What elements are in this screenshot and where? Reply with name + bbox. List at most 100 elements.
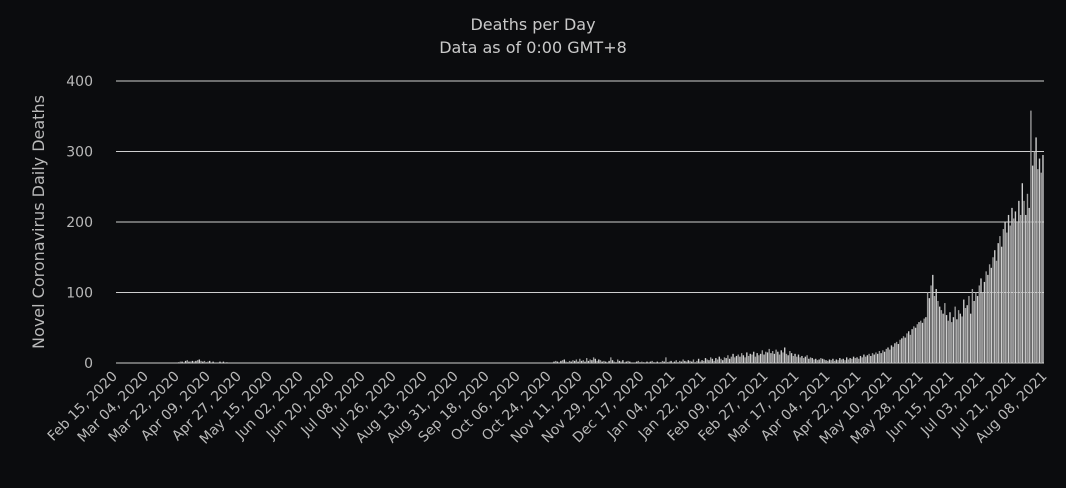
bar	[863, 354, 865, 363]
bar	[635, 361, 638, 363]
bar	[203, 360, 206, 363]
bar	[975, 292, 977, 363]
bar	[846, 357, 848, 363]
bar	[611, 360, 614, 363]
bar	[983, 281, 986, 363]
bar	[642, 362, 645, 363]
bar	[765, 351, 767, 363]
bar	[732, 353, 734, 363]
bar	[830, 360, 832, 363]
bar	[219, 361, 221, 363]
bar	[685, 361, 688, 363]
bar	[828, 359, 831, 363]
bar	[744, 357, 746, 363]
bar	[649, 361, 652, 363]
bar	[553, 361, 555, 363]
bar	[889, 349, 891, 363]
bar	[575, 359, 578, 363]
bar	[876, 353, 879, 363]
bar	[926, 292, 929, 363]
bar	[787, 355, 789, 363]
bar	[212, 361, 214, 363]
bar	[582, 360, 584, 363]
bar	[801, 355, 803, 363]
bar	[870, 355, 872, 363]
bar	[573, 360, 576, 363]
bar	[591, 360, 593, 363]
bar	[604, 361, 607, 363]
bar	[682, 359, 684, 363]
bar	[620, 361, 622, 363]
bar	[565, 361, 567, 363]
bar	[195, 360, 197, 363]
bar	[722, 360, 724, 363]
bar	[839, 358, 841, 363]
bar	[909, 334, 912, 363]
bar	[837, 360, 839, 363]
bar	[854, 358, 856, 363]
bar	[558, 362, 560, 363]
bar	[694, 362, 696, 363]
bar	[844, 360, 846, 363]
bar	[666, 362, 669, 363]
bar	[956, 319, 958, 363]
bar	[785, 353, 788, 363]
bar	[622, 360, 624, 363]
bar	[1026, 193, 1029, 363]
bar	[568, 360, 571, 363]
bar	[696, 360, 698, 363]
bar	[608, 360, 610, 363]
bar	[177, 362, 180, 363]
bar	[864, 356, 867, 363]
y-tick-label: 200	[66, 215, 93, 231]
bar	[866, 355, 869, 363]
bar	[615, 362, 617, 363]
bar	[718, 356, 720, 363]
bar	[603, 360, 605, 363]
bar	[833, 360, 836, 363]
bar	[1021, 183, 1023, 363]
bar	[660, 362, 662, 363]
bar	[1030, 110, 1032, 363]
bar	[816, 360, 819, 363]
bar	[947, 320, 949, 363]
bar	[1002, 229, 1005, 363]
bar	[978, 285, 980, 363]
bar	[739, 356, 741, 363]
bar	[646, 361, 648, 363]
bar	[190, 361, 192, 363]
bar	[894, 343, 896, 363]
bar	[231, 362, 233, 363]
bar	[630, 362, 633, 363]
bar	[789, 351, 791, 363]
bar	[188, 361, 190, 363]
bar	[601, 361, 603, 363]
bar	[184, 360, 187, 363]
bar	[1000, 246, 1003, 363]
bar	[627, 360, 629, 363]
bar	[1018, 200, 1020, 363]
bar	[969, 313, 972, 363]
y-tick-label: 400	[66, 74, 93, 90]
bar	[799, 357, 801, 363]
bar	[1040, 172, 1042, 363]
bar	[1013, 218, 1015, 363]
bar	[875, 352, 877, 363]
bar	[988, 264, 991, 363]
bar	[1004, 222, 1006, 363]
bar	[763, 354, 765, 363]
bar	[957, 310, 960, 364]
bar	[868, 353, 870, 363]
bar	[892, 346, 894, 363]
bar	[1016, 222, 1018, 363]
bar	[579, 358, 581, 363]
bar	[193, 361, 195, 363]
bar	[746, 352, 748, 363]
bar	[949, 312, 951, 363]
bar	[737, 354, 739, 363]
bar	[613, 361, 615, 363]
bar	[1025, 214, 1027, 363]
bar	[637, 360, 640, 363]
